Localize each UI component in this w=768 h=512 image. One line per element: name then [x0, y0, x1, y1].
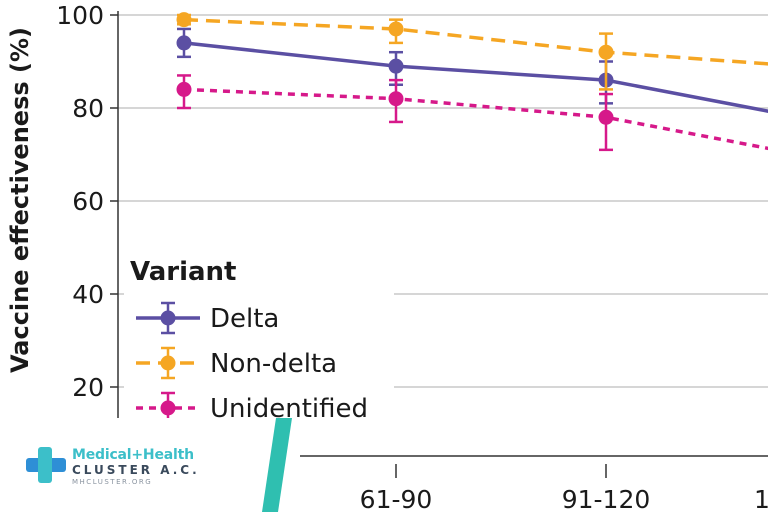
series-line-unidentified	[183, 87, 768, 151]
y-tick-label-60: 60	[72, 187, 104, 216]
series-line-delta	[183, 41, 768, 113]
data-point	[598, 109, 614, 125]
logo-line-2: CLUSTER A.C.	[72, 463, 200, 477]
series-line-non-delta	[183, 17, 768, 66]
legend-marker	[160, 310, 176, 326]
data-point	[176, 35, 192, 51]
legend-label-non-delta: Non-delta	[210, 349, 337, 379]
data-point	[176, 81, 192, 97]
logo-line-3: MHCLUSTER.ORG	[72, 478, 153, 486]
y-tick-labels: 20 40 60 80 100	[56, 1, 104, 402]
data-series	[176, 12, 768, 152]
x-tick-label-1: 91-120	[562, 485, 651, 512]
series-non-delta	[176, 12, 768, 91]
logo-line-1: Medical+Health	[72, 447, 194, 463]
legend-label-delta: Delta	[210, 304, 279, 334]
y-tick-label-80: 80	[72, 94, 104, 123]
data-point	[176, 12, 192, 28]
y-tick-label-100: 100	[56, 1, 104, 30]
watermark-band	[0, 418, 768, 512]
legend-marker	[160, 355, 176, 371]
y-tick-label-20: 20	[72, 373, 104, 402]
y-tick-label-40: 40	[72, 280, 104, 309]
medical-health-cluster-logo: Medical+Health CLUSTER A.C. MHCLUSTER.OR…	[24, 443, 224, 493]
data-point	[598, 44, 614, 60]
data-point	[388, 91, 404, 107]
legend-marker	[160, 400, 176, 416]
data-point	[388, 21, 404, 37]
legend-title: Variant	[130, 257, 236, 287]
data-point	[388, 58, 404, 74]
watermark-slash	[262, 418, 292, 512]
x-tick-label-2: 1	[754, 485, 768, 512]
x-tick-label-0: 61-90	[360, 485, 433, 512]
y-axis-title: Vaccine effectiveness (%)	[6, 27, 34, 373]
medical-cross-icon	[26, 447, 66, 483]
series-unidentified	[176, 74, 768, 152]
